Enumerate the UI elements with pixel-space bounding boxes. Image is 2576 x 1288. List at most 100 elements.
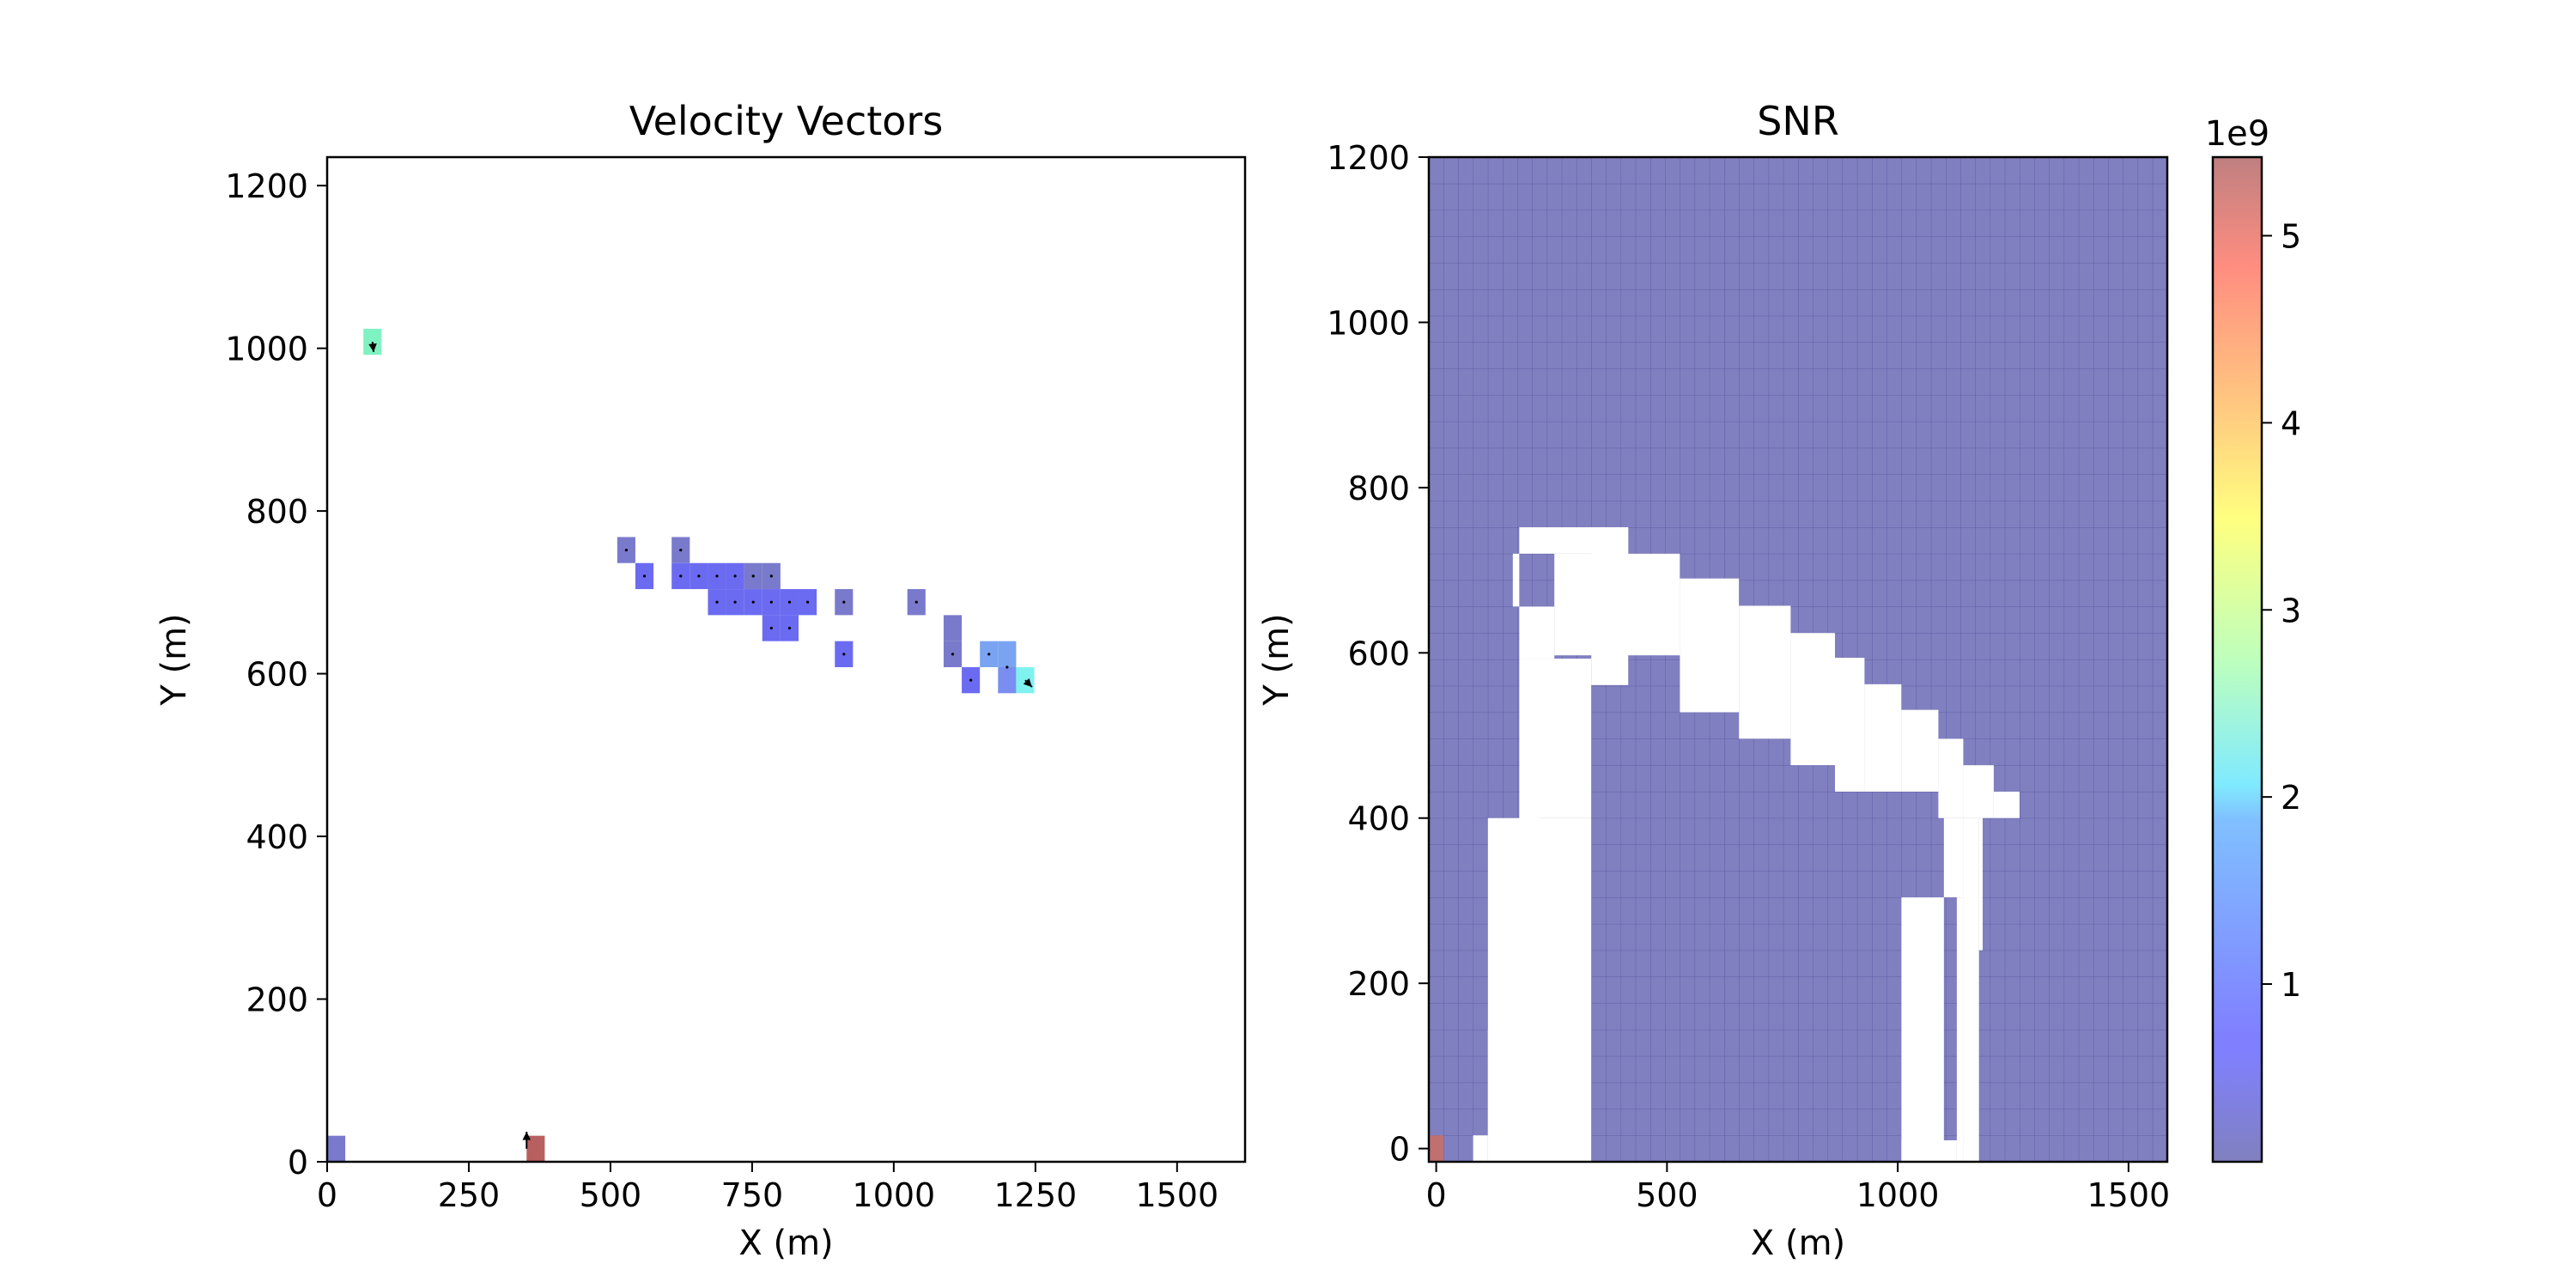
velocity-arrow bbox=[769, 600, 773, 604]
velocity-arrow bbox=[697, 574, 701, 578]
velocity-plot-frame bbox=[325, 155, 1247, 1163]
colorbar-exponent-label: 1e9 bbox=[2205, 114, 2270, 154]
snr-masked-region bbox=[1901, 1139, 1957, 1162]
snr-masked-region bbox=[1963, 817, 1979, 1162]
colorbar-frame bbox=[2211, 155, 2263, 1163]
velocity-y-tick: 600 bbox=[246, 656, 327, 694]
snr-masked-region bbox=[1938, 738, 1964, 818]
velocity-arrow bbox=[951, 653, 955, 656]
velocity-arrow bbox=[624, 548, 629, 552]
snr-x-tick: 0 bbox=[1426, 1162, 1447, 1214]
snr-masked-region bbox=[1901, 897, 1944, 1162]
snr-y-tick-label: 200 bbox=[1347, 965, 1410, 1003]
snr-masked-region bbox=[1835, 658, 1865, 792]
snr-y-tick-label: 1200 bbox=[1327, 139, 1410, 177]
colorbar-tick: 3 bbox=[2262, 592, 2301, 629]
velocity-arrow bbox=[733, 574, 737, 578]
velocity-x-ticks: 0 250 500 750 1000 1250 1500 bbox=[317, 1162, 1218, 1214]
snr-x-tick-label: 0 bbox=[1426, 1176, 1447, 1214]
velocity-x-tick: 0 bbox=[317, 1162, 337, 1214]
velocity-cell bbox=[327, 1135, 346, 1162]
velocity-x-tick-label: 1250 bbox=[993, 1176, 1077, 1214]
colorbar-tick: 1 bbox=[2262, 966, 2301, 1004]
velocity-arrow bbox=[1023, 677, 1033, 688]
velocity-cell bbox=[998, 641, 1017, 667]
velocity-arrow bbox=[914, 600, 918, 604]
velocity-cell bbox=[526, 1135, 545, 1162]
velocity-y-tick: 1200 bbox=[225, 167, 327, 205]
snr-y-tick-label: 600 bbox=[1347, 635, 1410, 672]
velocity-x-tick-label: 1000 bbox=[853, 1176, 936, 1214]
velocity-y-axis-label: Y (m) bbox=[155, 613, 194, 706]
velocity-y-tick-label: 0 bbox=[288, 1144, 308, 1182]
velocity-arrow bbox=[751, 574, 755, 578]
snr-y-tick: 200 bbox=[1347, 965, 1429, 1003]
snr-masked-region bbox=[1963, 765, 1994, 818]
snr-x-tick-label: 1000 bbox=[1856, 1176, 1940, 1214]
velocity-arrow bbox=[733, 600, 737, 604]
velocity-y-tick-label: 600 bbox=[246, 656, 308, 694]
velocity-arrow bbox=[842, 653, 846, 656]
velocity-arrow bbox=[715, 600, 719, 604]
colorbar-tick-label: 1 bbox=[2281, 966, 2301, 1004]
velocity-arrow bbox=[679, 548, 683, 552]
colorbar-tick: 2 bbox=[2262, 779, 2301, 817]
velocity-arrow bbox=[769, 626, 773, 630]
velocity-arrows bbox=[368, 341, 1033, 1149]
velocity-vectors-plot: 0 250 500 750 1000 1250 1500 0 200 400 600 800 1000… bbox=[155, 98, 1247, 1263]
velocity-y-tick-label: 1200 bbox=[225, 167, 308, 205]
snr-colorbar: 1 2 3 4 5 1e9 bbox=[2205, 114, 2301, 1163]
snr-x-tick: 1500 bbox=[2087, 1162, 2170, 1214]
colorbar-tick: 4 bbox=[2262, 404, 2301, 442]
snr-masked-region bbox=[1978, 817, 1983, 951]
velocity-y-tick-label: 800 bbox=[246, 493, 308, 531]
snr-y-tick-label: 400 bbox=[1347, 800, 1410, 838]
snr-masked-region bbox=[1554, 553, 1680, 656]
snr-x-axis-label: X (m) bbox=[1751, 1224, 1845, 1263]
velocity-x-tick-label: 250 bbox=[438, 1176, 501, 1214]
velocity-y-tick-label: 400 bbox=[246, 818, 308, 856]
snr-y-tick-label: 800 bbox=[1347, 470, 1410, 507]
colorbar-ticks: 1 2 3 4 5 bbox=[2262, 218, 2301, 1004]
velocity-arrow bbox=[787, 600, 792, 604]
snr-masked-region bbox=[1519, 527, 1629, 554]
snr-hot-cell bbox=[1429, 1135, 1444, 1162]
snr-masked-region bbox=[1680, 578, 1740, 713]
velocity-cells bbox=[327, 328, 1035, 1162]
velocity-arrow bbox=[805, 600, 810, 604]
velocity-y-tick: 800 bbox=[246, 493, 327, 531]
velocity-x-tick-label: 0 bbox=[317, 1176, 337, 1214]
velocity-y-tick-label: 1000 bbox=[225, 331, 308, 368]
velocity-x-tick-label: 750 bbox=[721, 1176, 784, 1214]
snr-masked-region bbox=[1487, 817, 1592, 1162]
snr-y-tick: 1200 bbox=[1327, 139, 1429, 177]
snr-y-tick: 1000 bbox=[1327, 304, 1429, 342]
velocity-arrow bbox=[642, 574, 647, 578]
snr-masked-region bbox=[1943, 817, 1964, 898]
snr-y-tick: 400 bbox=[1347, 800, 1429, 838]
snr-masked-regions bbox=[1473, 527, 2020, 1162]
colorbar-tick-label: 2 bbox=[2281, 779, 2301, 817]
velocity-x-tick: 1000 bbox=[853, 1162, 936, 1214]
colorbar-tick-label: 4 bbox=[2281, 404, 2301, 442]
snr-x-tick-label: 500 bbox=[1636, 1176, 1698, 1214]
snr-masked-region bbox=[1901, 709, 1939, 792]
snr-y-tick: 0 bbox=[1389, 1131, 1429, 1169]
snr-hot-cell-rect bbox=[1429, 1135, 1444, 1162]
snr-x-tick-label: 1500 bbox=[2087, 1176, 2170, 1214]
snr-y-axis-label: Y (m) bbox=[1257, 613, 1297, 706]
velocity-arrow bbox=[679, 574, 683, 578]
velocity-y-tick: 1000 bbox=[225, 331, 327, 368]
colorbar-tick: 5 bbox=[2262, 218, 2301, 256]
snr-x-tick: 500 bbox=[1636, 1162, 1698, 1214]
snr-masked-region bbox=[1512, 553, 1520, 607]
velocity-arrow bbox=[842, 600, 846, 604]
snr-masked-region bbox=[1473, 1135, 1488, 1162]
velocity-x-axis-label: X (m) bbox=[738, 1224, 833, 1263]
velocity-arrow bbox=[987, 653, 991, 656]
velocity-arrow bbox=[1005, 665, 1009, 669]
colorbar-tick-label: 5 bbox=[2281, 218, 2301, 256]
snr-masked-region bbox=[1956, 897, 1964, 1162]
velocity-arrow bbox=[787, 626, 792, 630]
